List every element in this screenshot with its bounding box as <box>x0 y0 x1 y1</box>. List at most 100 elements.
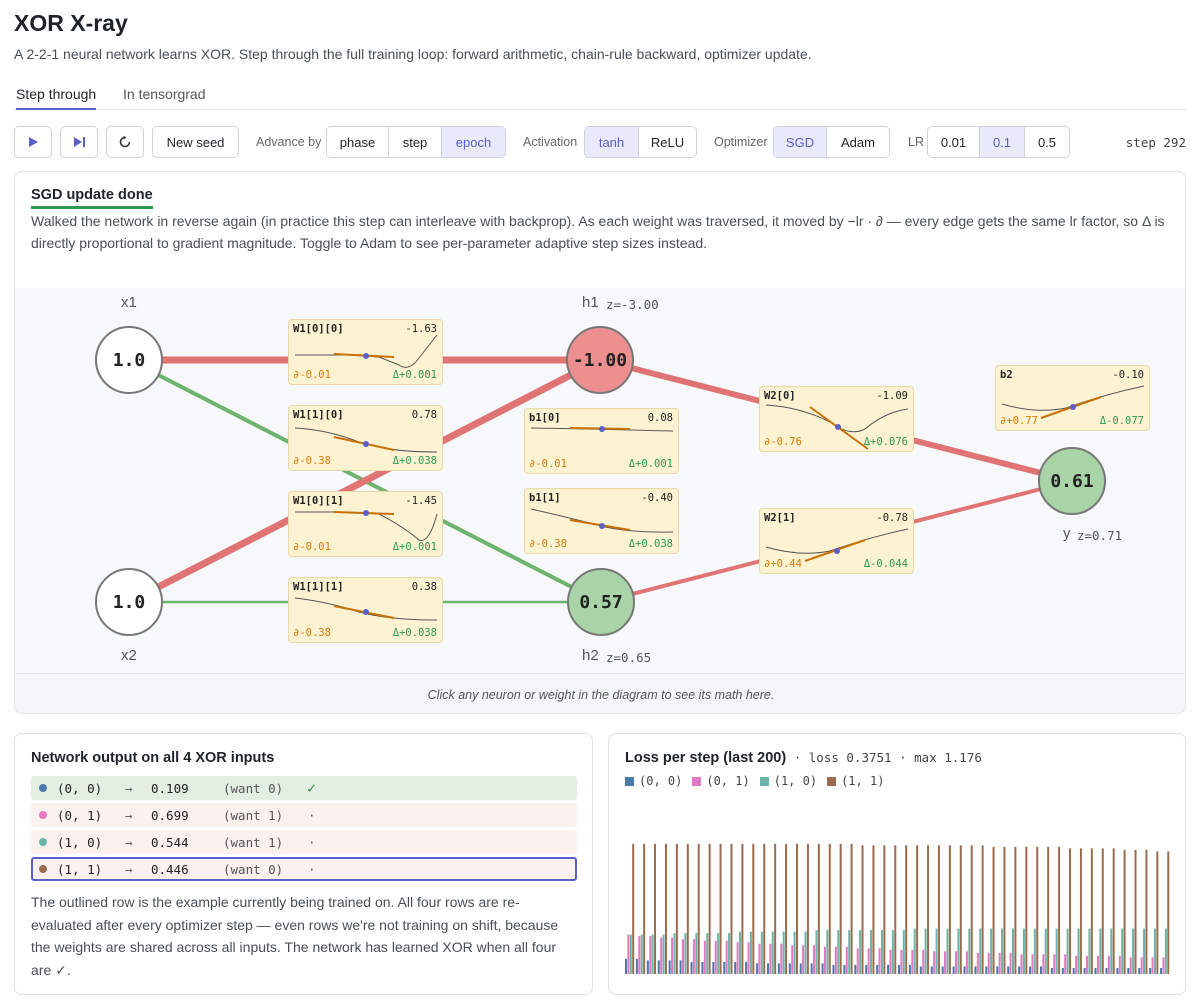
lr-option-0-01[interactable]: 0.01 <box>928 127 980 157</box>
optimizer-option-adam[interactable]: Adam <box>827 127 889 157</box>
xor-row-1-1-current[interactable]: (1, 1) → 0.446 (want 0) · <box>31 857 577 881</box>
weight-grad: ∂-0.01 <box>529 458 567 470</box>
loss-bar <box>1042 954 1045 974</box>
loss-bar <box>799 963 802 974</box>
weight-grad: ∂+0.77 <box>1000 415 1038 427</box>
weight-card-w2-0[interactable]: W2[0] -1.09 ∂-0.76 Δ+0.076 <box>759 386 914 452</box>
loss-bar <box>1033 928 1036 974</box>
x2-label: x2 <box>121 647 137 664</box>
advance-by-label: Advance by <box>256 135 322 149</box>
tab-in-tensorgrad[interactable]: In tensorgrad <box>123 86 206 102</box>
loss-bar <box>1069 848 1071 974</box>
new-seed-button[interactable]: New seed <box>152 126 239 158</box>
row-input: (0, 1) <box>57 808 103 823</box>
advance-option-epoch[interactable]: epoch <box>442 127 505 157</box>
edge-x2-h1[interactable] <box>127 356 602 606</box>
loss-bar <box>804 931 807 974</box>
loss-bar <box>1094 967 1097 974</box>
loss-bar <box>796 843 798 974</box>
legend-item: (0, 0) <box>625 774 682 788</box>
neuron-x2[interactable]: 1.0 <box>95 568 163 636</box>
loss-bar <box>872 845 875 974</box>
weight-grad: ∂-0.38 <box>293 455 331 467</box>
loss-bar <box>900 949 903 974</box>
neuron-h1[interactable]: -1.00 <box>566 326 634 394</box>
h2-label: h2 <box>582 647 599 664</box>
loss-bar <box>924 928 927 974</box>
loss-bar <box>905 845 908 974</box>
row-color-dot <box>39 865 47 873</box>
advance-option-phase[interactable]: phase <box>327 127 389 157</box>
weight-card-w1-0-0[interactable]: W1[0][0] -1.63 ∂-0.01 Δ+0.001 <box>288 319 443 385</box>
optimizer-selector: SGD Adam <box>773 126 890 158</box>
loss-bar <box>734 961 737 974</box>
loss-bar <box>723 961 726 974</box>
neuron-y[interactable]: 0.61 <box>1038 447 1106 515</box>
loss-bar <box>806 843 809 974</box>
loss-bar <box>916 845 919 974</box>
weight-card-w1-1-0[interactable]: W1[1][0] 0.78 ∂-0.38 Δ+0.038 <box>288 405 443 471</box>
loss-bar <box>756 963 759 974</box>
loss-bar <box>985 966 988 974</box>
lr-option-0-5[interactable]: 0.5 <box>1025 127 1069 157</box>
xor-row-1-0[interactable]: (1, 0) → 0.544 (want 1) · <box>31 830 577 854</box>
loss-bar <box>1123 849 1126 974</box>
play-button[interactable] <box>14 126 52 158</box>
bias-card-b2[interactable]: b2 -0.10 ∂+0.77 Δ-0.077 <box>995 365 1150 431</box>
loss-bar <box>660 937 663 974</box>
loss-bar <box>922 949 925 974</box>
loss-bar <box>662 934 665 974</box>
legend-item: (1, 1) <box>827 774 884 788</box>
bias-card-b1-0[interactable]: b1[0] 0.08 ∂-0.01 Δ+0.001 <box>524 408 679 474</box>
weight-name: W1[0][0] <box>293 323 344 335</box>
loss-bar <box>802 945 805 974</box>
loss-bar <box>990 928 993 974</box>
loss-bar <box>657 960 660 974</box>
row-input: (0, 0) <box>57 781 103 796</box>
weight-card-w1-0-1[interactable]: W1[0][1] -1.45 ∂-0.01 Δ+0.001 <box>288 491 443 557</box>
loss-bar <box>1153 928 1156 974</box>
weight-value: 0.38 <box>411 581 437 593</box>
weight-card-w2-1[interactable]: W2[1] -0.78 ∂+0.44 Δ-0.044 <box>759 508 914 574</box>
loss-bar <box>996 966 999 974</box>
loss-chart-header: Loss per step (last 200) · loss 0.3751 ·… <box>625 750 982 766</box>
loss-bar <box>1064 954 1067 974</box>
reset-button[interactable] <box>106 126 144 158</box>
loss-bar <box>865 964 868 974</box>
neuron-x1[interactable]: 1.0 <box>95 326 163 394</box>
header-separator: · <box>793 750 802 765</box>
xor-row-0-1[interactable]: (0, 1) → 0.699 (want 1) · <box>31 803 577 827</box>
loss-bar <box>1053 954 1056 974</box>
loss-bar <box>911 949 914 974</box>
loss-bar <box>1018 966 1021 974</box>
loss-bar <box>1096 955 1099 974</box>
loss-bar <box>1090 848 1093 974</box>
weight-value: -1.63 <box>405 323 437 335</box>
optimizer-option-sgd[interactable]: SGD <box>774 127 827 157</box>
loss-bar <box>673 933 676 974</box>
loss-bar <box>1075 955 1078 974</box>
weight-value: -0.40 <box>641 492 673 504</box>
loss-bar <box>965 951 968 974</box>
neuron-h2[interactable]: 0.57 <box>567 568 635 636</box>
loss-bar <box>1079 848 1082 974</box>
activation-option-relu[interactable]: ReLU <box>639 127 696 157</box>
weight-card-w1-1-1[interactable]: W1[1][1] 0.38 ∂-0.38 Δ+0.038 <box>288 577 443 643</box>
loss-bar <box>1138 967 1141 974</box>
xor-row-0-0[interactable]: (0, 0) → 0.109 (want 0) ✓ <box>31 776 577 800</box>
advance-option-step[interactable]: step <box>389 127 442 157</box>
weight-grad: ∂-0.01 <box>293 541 331 553</box>
loss-bar <box>955 951 957 974</box>
loss-bar <box>1036 846 1039 974</box>
loss-bar <box>1050 967 1053 974</box>
activation-option-tanh[interactable]: tanh <box>585 127 639 157</box>
lr-option-0-1[interactable]: 0.1 <box>980 127 1025 157</box>
sparkline-b2 <box>1001 385 1145 419</box>
bias-card-b1-1[interactable]: b1[1] -0.40 ∂-0.38 Δ+0.038 <box>524 488 679 554</box>
weight-value: 0.78 <box>411 409 437 421</box>
step-forward-button[interactable] <box>60 126 98 158</box>
loss-bar <box>769 943 772 974</box>
h2-z-value: z=0.65 <box>606 650 652 665</box>
loss-bar <box>1118 955 1121 974</box>
tab-step-through[interactable]: Step through <box>16 86 97 110</box>
